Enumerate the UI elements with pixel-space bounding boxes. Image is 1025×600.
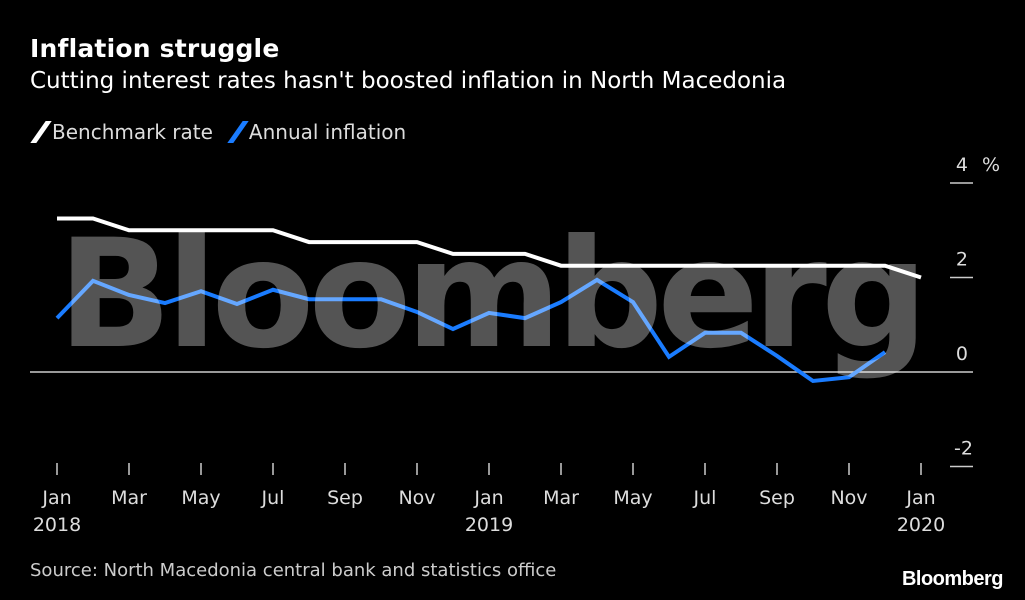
x-tick-label: Jan	[473, 487, 503, 509]
x-tick-year: 2019	[465, 514, 513, 536]
legend-item-benchmark: Benchmark rate	[30, 120, 213, 144]
y-tick-label: -2	[954, 438, 973, 460]
bloomberg-watermark: Bloomberg	[58, 208, 923, 382]
x-tick-label: May	[613, 487, 652, 509]
x-tick-label: Jan	[41, 487, 71, 509]
legend-label-benchmark: Benchmark rate	[52, 120, 213, 144]
legend-label-inflation: Annual inflation	[248, 120, 407, 144]
x-tick-label: Sep	[327, 487, 363, 509]
x-tick-label: Nov	[830, 487, 867, 509]
source-note: Source: North Macedonia central bank and…	[30, 560, 557, 581]
bloomberg-logo: Bloomberg	[901, 568, 1004, 590]
legend-item-inflation: Annual inflation	[227, 120, 406, 144]
x-tick-label: Mar	[543, 487, 579, 509]
x-tick-label: May	[181, 487, 220, 509]
x-tick-label: Sep	[759, 487, 795, 509]
x-tick-label: Jan	[905, 487, 935, 509]
chart-subtitle: Cutting interest rates hasn't boosted in…	[30, 68, 787, 94]
annual-inflation-line	[55, 277, 887, 384]
x-tick-label: Jul	[693, 487, 717, 509]
x-tick-label: Mar	[111, 487, 147, 509]
x-tick-label: Jul	[261, 487, 285, 509]
x-tick-year: 2018	[33, 514, 81, 536]
x-tick-year: 2020	[897, 514, 945, 536]
chart-title: Inflation struggle	[30, 34, 280, 63]
y-unit-label: %	[982, 154, 1000, 176]
y-tick-label: 2	[956, 249, 968, 271]
y-tick-label: 0	[956, 343, 968, 365]
x-tick-label: Nov	[398, 487, 435, 509]
y-tick-label: 4	[956, 154, 968, 176]
legend: Benchmark rate Annual inflation	[30, 120, 406, 144]
